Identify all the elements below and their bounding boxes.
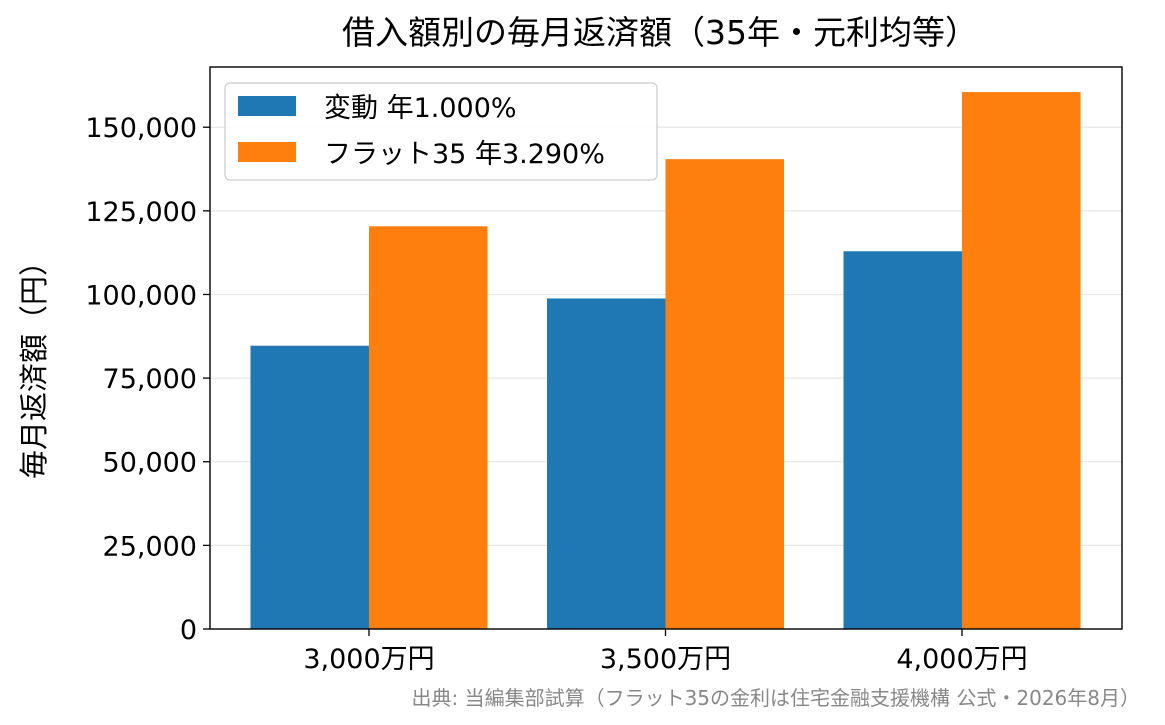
x-axis-ticks: 3,000万円 3,500万円 4,000万円 [303,629,1028,675]
bar-flat35 [369,226,488,629]
y-tick-label: 25,000 [103,531,197,562]
x-tick-label: 4,000万円 [896,644,1027,675]
bar-variable [547,298,666,629]
bar-variable [250,345,369,629]
legend-swatch-variable [238,96,296,116]
bar-flat35 [962,92,1081,629]
y-tick-label: 150,000 [85,113,197,144]
source-note: 出典: 当編集部試算（フラット35の金利は住宅金融支援機構 公式・2026年8月… [411,686,1140,710]
y-tick-label: 75,000 [103,364,197,395]
bars [250,92,1081,630]
y-tick-label: 50,000 [103,448,197,479]
legend-swatch-flat35 [238,142,296,162]
x-tick-label: 3,500万円 [600,644,731,675]
x-tick-label: 3,000万円 [303,644,434,675]
legend: 変動 年1.000% フラット35 年3.290% [224,82,658,181]
y-tick-label: 125,000 [85,197,197,228]
y-tick-label: 0 [180,615,197,646]
legend-label-flat35: フラット35 年3.290% [324,139,605,170]
y-axis-label: 毎月返済額（円） [17,247,51,479]
legend-frame [224,82,658,181]
legend-label-variable: 変動 年1.000% [324,93,517,124]
chart-title: 借入額別の毎月返済額（35年・元利均等） [342,13,978,52]
y-axis-ticks: 0 25,000 50,000 75,000 100,000 125,000 150,000 [85,113,210,646]
bar-flat35 [665,159,784,630]
bar-variable [843,251,962,629]
y-tick-label: 100,000 [85,280,197,311]
